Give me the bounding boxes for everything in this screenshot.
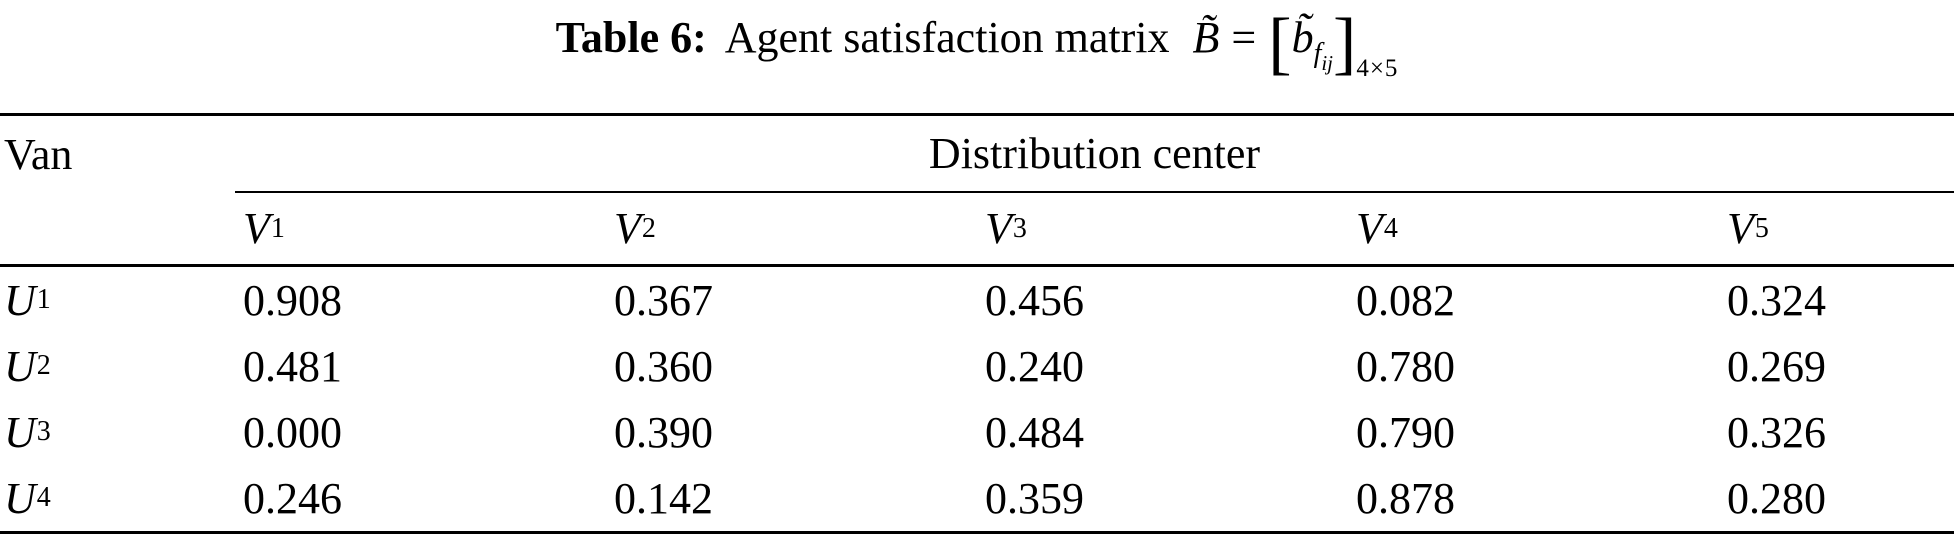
column-header-sub: 2: [641, 212, 656, 244]
row-label-base: U: [4, 473, 36, 523]
column-header-sub: 1: [270, 212, 285, 244]
matrix-cell: 0.390: [614, 407, 713, 457]
row-label-base: U: [4, 275, 36, 325]
matrix-cell: 0.142: [614, 473, 713, 523]
group-header-row: Van Distribution center: [0, 116, 1954, 193]
column-header-base: V: [1727, 204, 1754, 253]
matrix-cell: 0.360: [614, 341, 713, 391]
column-header-sub: 3: [1012, 212, 1027, 244]
open-bracket: [: [1268, 5, 1292, 82]
entry-subscript: f: [1313, 38, 1322, 69]
column-header-base: V: [243, 204, 270, 253]
matrix-cell: 0.269: [1727, 341, 1826, 391]
column-header-base: V: [985, 204, 1012, 253]
table-caption: Table 6: Agent satisfaction matrix B̃ = [b̃…: [0, 9, 1954, 83]
matrix-cell: 0.326: [1727, 407, 1826, 457]
matrix-cell: 0.780: [1356, 341, 1455, 391]
table-number-label: Table 6:: [555, 13, 707, 62]
matrix-cell: 0.000: [243, 407, 342, 457]
close-bracket: ]: [1333, 5, 1357, 82]
matrix-cell: 0.324: [1727, 275, 1826, 325]
matrix-symbol: B̃: [1192, 13, 1220, 62]
matrix-cell: 0.790: [1356, 407, 1455, 457]
matrix-cell: 0.082: [1356, 275, 1455, 325]
group-header-distribution-center: Distribution center: [235, 116, 1954, 193]
matrix-cell: 0.240: [985, 341, 1084, 391]
column-header-spacer: [0, 193, 235, 264]
entry-nested-subscript: ij: [1321, 51, 1334, 75]
row-label-sub: 1: [36, 284, 51, 315]
matrix-cell: 0.456: [985, 275, 1084, 325]
row-label-sub: 3: [36, 416, 51, 447]
column-header-sub: 5: [1754, 212, 1769, 244]
matrix-cell: 0.280: [1727, 473, 1826, 523]
column-header-sub: 4: [1383, 212, 1398, 244]
row-label-sub: 4: [36, 482, 51, 513]
dimension-subscript: 4×5: [1356, 55, 1399, 82]
matrix-cell: 0.878: [1356, 473, 1455, 523]
row-label-base: U: [4, 341, 36, 391]
column-header-base: V: [614, 204, 641, 253]
caption-text: Agent satisfaction matrix: [724, 13, 1170, 62]
equals-sign: =: [1231, 13, 1257, 62]
matrix-cell: 0.246: [243, 473, 342, 523]
matrix-cell: 0.484: [985, 407, 1084, 457]
row-label-base: U: [4, 407, 36, 457]
row-label-sub: 2: [36, 350, 51, 381]
matrix-cell: 0.359: [985, 473, 1084, 523]
matrix-cell: 0.481: [243, 341, 342, 391]
matrix-entry-symbol: b̃: [1291, 13, 1314, 62]
corner-header-van: Van: [4, 130, 73, 179]
matrix-cell: 0.908: [243, 275, 342, 325]
column-header-base: V: [1356, 204, 1383, 253]
matrix-cell: 0.367: [614, 275, 713, 325]
